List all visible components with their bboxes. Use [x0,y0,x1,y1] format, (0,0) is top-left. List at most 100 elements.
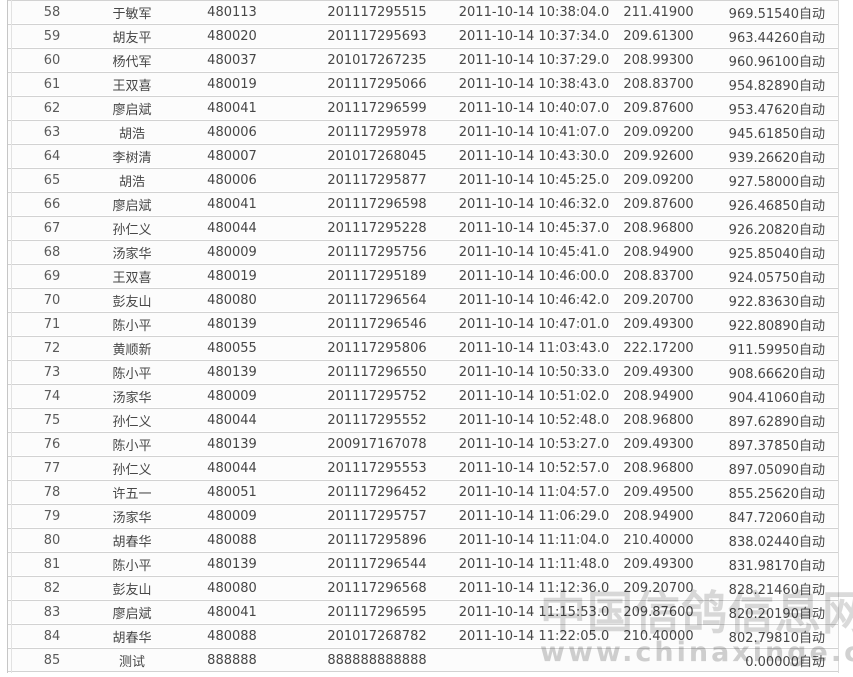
speed-value: 908.66620 [728,366,799,382]
speed-value: 838.02440 [728,534,799,550]
rank-cell: 70 [43,292,61,308]
clock-time-cell: 2011-10-14 11:15:53.0 [458,604,610,620]
distance-cell: 208.96800 [623,412,694,428]
speed-cell: 0.00000自动 [707,651,838,670]
member-no-cell: 480044 [207,220,257,236]
speed-cell: 939.26620自动 [707,147,838,166]
clock-time-cell: 2011-10-14 10:45:41.0 [458,244,610,260]
rank-cell: 85 [43,652,61,668]
distance-cell: 209.49300 [623,436,694,452]
clock-time-cell: 2011-10-14 11:22:05.0 [458,628,610,644]
distance-cell: 209.92600 [623,148,694,164]
auto-flag-label: 自动 [798,390,825,406]
member-no-cell: 480044 [207,460,257,476]
member-no-cell: 480055 [207,340,257,356]
distance-cell: 208.94900 [623,388,694,404]
auto-flag-label: 自动 [798,582,825,598]
speed-value: 960.96100 [728,54,799,70]
rank-cell: 66 [43,196,61,212]
distance-cell: 208.96800 [623,220,694,236]
speed-value: 926.46850 [728,198,799,214]
clock-time-cell: 2011-10-14 10:53:27.0 [458,436,610,452]
fancier-name-cell: 孙仁义 [112,462,152,478]
clock-time-cell: 2011-10-14 11:04:57.0 [458,484,610,500]
ring-no-cell: 201117296550 [327,364,427,380]
table-row: 81 陈小平 480139 201117296544 2011-10-14 11:11:… [8,552,838,575]
speed-value: 922.80890 [728,318,799,334]
speed-cell: 847.72060自动 [707,507,838,526]
rank-cell: 67 [43,220,61,236]
member-no-cell: 480041 [207,196,257,212]
member-no-cell: 480139 [207,316,257,332]
speed-value: 911.59950 [728,342,799,358]
clock-time-cell: 2011-10-14 10:50:33.0 [458,364,610,380]
clock-time-cell: 2011-10-14 10:52:48.0 [458,412,610,428]
ring-no-cell: 201017267235 [327,52,427,68]
ring-no-cell: 201117295752 [327,388,427,404]
speed-value: 954.82890 [728,78,799,94]
auto-flag-label: 自动 [798,222,825,238]
speed-value: 831.98170 [728,558,799,574]
fancier-name-cell: 汤家华 [112,246,152,262]
fancier-name-cell: 王双喜 [112,270,152,286]
rank-cell: 82 [43,580,61,596]
distance-cell: 209.49300 [623,316,694,332]
speed-cell: 927.58000自动 [707,171,838,190]
speed-cell: 911.59950自动 [707,339,838,358]
table-row: 83 廖启斌 480041 201117296595 2011-10-14 11:15:… [8,600,838,623]
table-row: 74 汤家华 480009 201117295752 2011-10-14 10:51:… [8,384,838,407]
speed-value: 897.62890 [728,414,799,430]
table-row: 58 于敏军 480113 201117295515 2011-10-14 10:38:… [8,0,838,23]
speed-value: 802.79810 [728,630,799,646]
member-no-cell: 480007 [207,148,257,164]
speed-cell: 926.20820自动 [707,219,838,238]
speed-cell: 963.44260自动 [707,27,838,46]
speed-value: 969.51540 [728,6,799,22]
ring-no-cell: 201117295189 [327,268,427,284]
clock-time-cell: 2011-10-14 10:46:32.0 [458,196,610,212]
speed-cell: 954.82890自动 [707,75,838,94]
ring-no-cell: 201117296568 [327,580,427,596]
speed-cell: 926.46850自动 [707,195,838,214]
speed-cell: 953.47620自动 [707,99,838,118]
member-no-cell: 480088 [207,628,257,644]
clock-time-cell: 2011-10-14 10:51:02.0 [458,388,610,404]
fancier-name-cell: 胡浩 [118,126,145,142]
speed-value: 925.85040 [728,246,799,262]
rank-cell: 72 [43,340,61,356]
ring-no-cell: 201117296595 [327,604,427,620]
clock-time-cell: 2011-10-14 10:38:43.0 [458,76,610,92]
member-no-cell: 480020 [207,28,257,44]
member-no-cell: 480088 [207,532,257,548]
speed-cell: 838.02440自动 [707,531,838,550]
speed-value: 924.05750 [728,270,799,286]
rank-cell: 61 [43,76,61,92]
member-no-cell: 480019 [207,268,257,284]
ring-no-cell: 201117295515 [327,4,427,20]
speed-value: 0.00000 [745,654,799,670]
distance-cell: 208.94900 [623,508,694,524]
table-row: 63 胡浩 480006 201117295978 2011-10-14 10:41:0… [8,120,838,143]
distance-cell: 209.09200 [623,124,694,140]
fancier-name-cell: 黄顺新 [112,342,152,358]
distance-cell: 209.49300 [623,364,694,380]
table-row: 76 陈小平 480139 200917167078 2011-10-14 10:53:… [8,432,838,455]
auto-flag-label: 自动 [798,630,825,646]
auto-flag-label: 自动 [798,486,825,502]
member-no-cell: 480009 [207,244,257,260]
table-row: 85 测试 888888 888888888888 0.00000自动 [8,648,838,672]
fancier-name-cell: 孙仁义 [112,222,152,238]
ring-no-cell: 201117295553 [327,460,427,476]
speed-cell: 820.20190自动 [707,603,838,622]
fancier-name-cell: 陈小平 [112,558,152,574]
fancier-name-cell: 廖启斌 [112,102,152,118]
table-row: 59 胡友平 480020 201117295693 2011-10-14 10:37:… [8,24,838,47]
table-row: 71 陈小平 480139 201117296546 2011-10-14 10:47:… [8,312,838,335]
table-row: 65 胡浩 480006 201117295877 2011-10-14 10:45:2… [8,168,838,191]
distance-cell: 209.87600 [623,196,694,212]
ring-no-cell: 201117295552 [327,412,427,428]
speed-cell: 831.98170自动 [707,555,838,574]
speed-cell: 828.21460自动 [707,579,838,598]
table-row: 75 孙仁义 480044 201117295552 2011-10-14 10:52:… [8,408,838,431]
clock-time-cell: 2011-10-14 11:12:36.0 [458,580,610,596]
